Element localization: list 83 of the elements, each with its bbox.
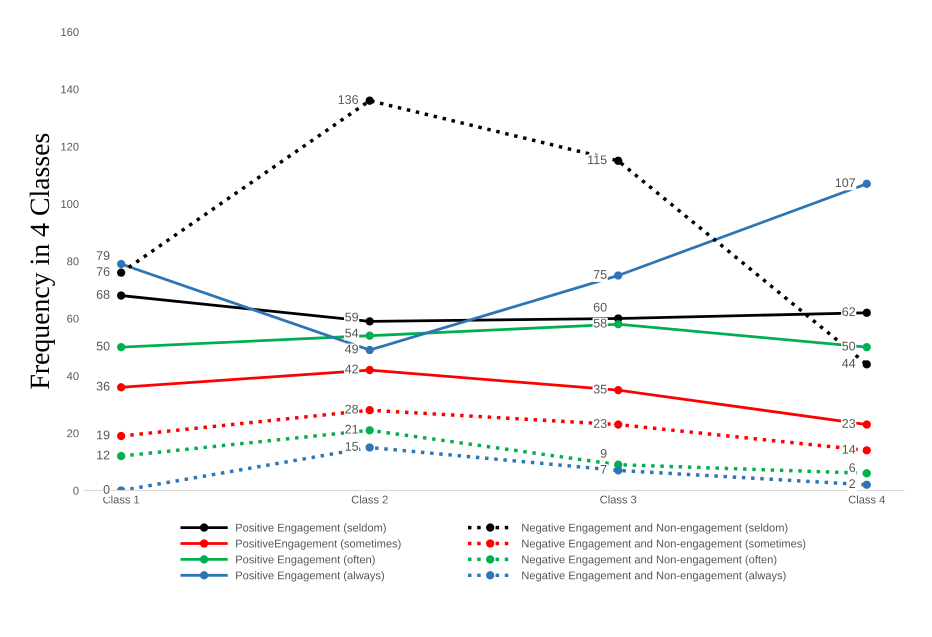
y-tick-label: 60 (67, 314, 79, 323)
point (366, 317, 374, 326)
data-label: 50 (842, 342, 856, 351)
data-label: 60 (594, 302, 607, 312)
point (862, 343, 871, 352)
point (116, 268, 126, 277)
point (614, 386, 622, 394)
data-label: 7 (600, 465, 606, 474)
x-tick-label: Class 3 (600, 495, 636, 504)
point (614, 320, 622, 328)
point (116, 343, 126, 352)
legend-label: Negative Engagement and Non-engagement (seldom) (522, 523, 788, 534)
data-label: 62 (842, 307, 856, 316)
legend-label: Negative Engagement and Non-engagement (often) (522, 555, 776, 566)
y-tick-label: 80 (67, 257, 79, 266)
point (614, 156, 622, 166)
point (862, 180, 871, 188)
data-label: 76 (96, 267, 110, 276)
data-label: 136 (338, 95, 358, 104)
y-tick-label: 20 (67, 429, 79, 438)
point (366, 366, 374, 374)
point (862, 360, 871, 369)
data-label: 107 (836, 178, 856, 188)
data-label: 42 (344, 364, 358, 374)
point (116, 452, 126, 460)
data-label: 2 (849, 479, 856, 488)
point (614, 466, 622, 475)
y-tick-label: 0 (73, 486, 79, 495)
legend-label: Positive Engagement (always) (236, 571, 384, 582)
data-label: 23 (842, 419, 856, 428)
point (366, 443, 374, 452)
point (366, 332, 374, 340)
data-label: 50 (96, 342, 110, 351)
x-tick-label: Class 1 (103, 495, 140, 504)
y-tick-label: 120 (61, 142, 79, 151)
data-label: 12 (97, 450, 110, 460)
point (366, 406, 374, 414)
data-label: 59 (345, 312, 358, 322)
data-label: 6 (849, 463, 856, 472)
legend-label: Positive Engagement (seldom) (236, 523, 386, 534)
point (614, 271, 622, 280)
data-label: 35 (594, 384, 607, 394)
y-tick-label: 160 (61, 28, 79, 36)
x-tick-label: Class 4 (848, 495, 885, 504)
data-label: 68 (96, 290, 110, 299)
data-label: 15 (346, 442, 358, 451)
point (366, 346, 374, 354)
data-label: 23 (594, 419, 607, 428)
data-label: 75 (594, 270, 607, 279)
legend-label: Positive Engagement (often) (236, 555, 375, 566)
legend-label: Negative Engagement and Non-engagement (sometimes) (522, 539, 806, 550)
x-tick-label: Class 2 (352, 495, 388, 504)
point (116, 383, 126, 392)
point (366, 426, 374, 434)
data-label: 19 (97, 430, 110, 440)
data-label: 44 (842, 358, 856, 368)
data-label: 0 (104, 484, 110, 494)
y-tick-label: 100 (61, 200, 79, 208)
point (116, 291, 126, 300)
data-label: 9 (600, 448, 607, 458)
point (614, 420, 622, 429)
data-label: 49 (344, 344, 358, 354)
legend-label: PositiveEngagement (sometimes) (236, 539, 401, 550)
data-label: 36 (96, 382, 110, 391)
y-tick-label: 140 (61, 85, 79, 94)
data-label: 115 (588, 155, 607, 164)
point (366, 96, 374, 105)
point (862, 446, 871, 455)
data-label: 21 (345, 424, 358, 434)
y-tick-label: 40 (66, 372, 79, 380)
data-label: 58 (594, 318, 607, 328)
data-label: 14 (842, 444, 856, 454)
data-label: 79 (96, 251, 110, 260)
data-label: 28 (345, 404, 358, 414)
point (116, 432, 126, 440)
point (862, 308, 871, 317)
y-axis-title: Frequency in 4 Classes (30, 134, 55, 389)
data-label: 54 (345, 328, 358, 338)
point (862, 420, 871, 429)
point (116, 260, 126, 268)
point (862, 469, 871, 478)
point (862, 480, 871, 489)
legend-label: Negative Engagement and Non-engagement (always) (522, 571, 786, 582)
